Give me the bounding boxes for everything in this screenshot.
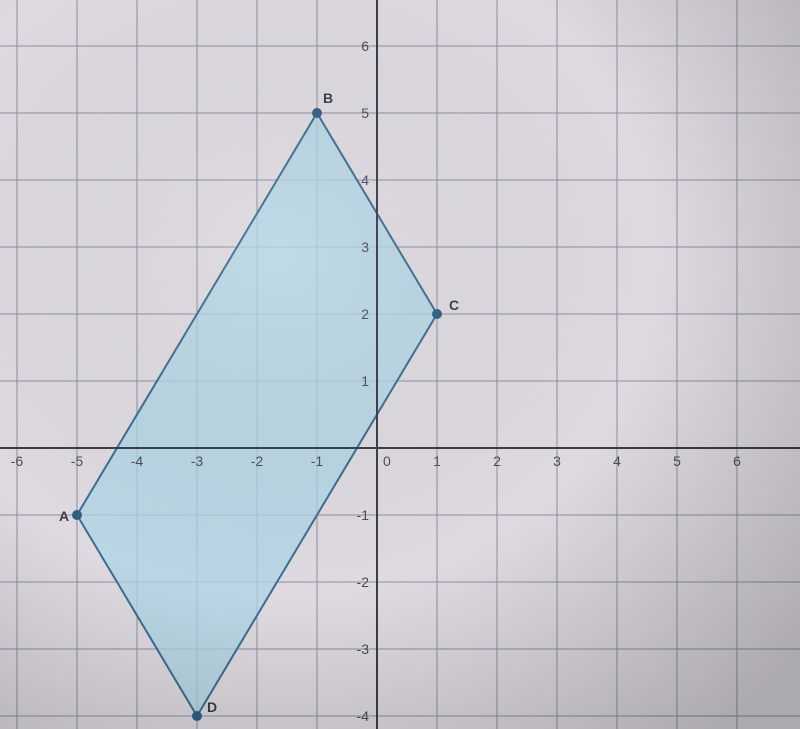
- x-tick-label: -4: [131, 453, 144, 469]
- x-tick-label: 4: [613, 453, 621, 469]
- y-tick-label: -4: [357, 708, 370, 724]
- x-tick-label: 3: [553, 453, 561, 469]
- y-tick-label: 4: [361, 172, 369, 188]
- y-tick-label: 1: [361, 373, 369, 389]
- y-tick-label: 5: [361, 105, 369, 121]
- vertex-label-a: A: [59, 508, 69, 524]
- vertex-b: [312, 108, 322, 118]
- vertex-label-c: C: [449, 297, 459, 313]
- y-tick-label: -1: [357, 507, 370, 523]
- x-tick-label: -2: [251, 453, 264, 469]
- x-tick-label: 2: [493, 453, 501, 469]
- y-tick-label: 6: [361, 38, 369, 54]
- x-tick-label: -6: [11, 453, 24, 469]
- x-tick-label: 5: [673, 453, 681, 469]
- x-tick-label: 0: [383, 453, 391, 469]
- coordinate-plane-chart: -6-5-4-3-2-10123456-5-4-3-2-1123456ABCD: [0, 0, 800, 729]
- vertex-a: [72, 510, 82, 520]
- y-tick-label: 2: [361, 306, 369, 322]
- y-tick-label: -2: [357, 574, 370, 590]
- vertex-label-d: D: [207, 699, 217, 715]
- y-tick-label: -3: [357, 641, 370, 657]
- x-tick-label: -5: [71, 453, 84, 469]
- x-tick-label: 1: [433, 453, 441, 469]
- x-tick-label: -3: [191, 453, 204, 469]
- vertex-d: [192, 711, 202, 721]
- vertex-label-b: B: [323, 90, 333, 106]
- vertex-c: [432, 309, 442, 319]
- x-tick-label: 6: [733, 453, 741, 469]
- x-tick-label: -1: [311, 453, 324, 469]
- chart-svg: -6-5-4-3-2-10123456-5-4-3-2-1123456ABCD: [0, 0, 800, 729]
- y-tick-label: 3: [361, 239, 369, 255]
